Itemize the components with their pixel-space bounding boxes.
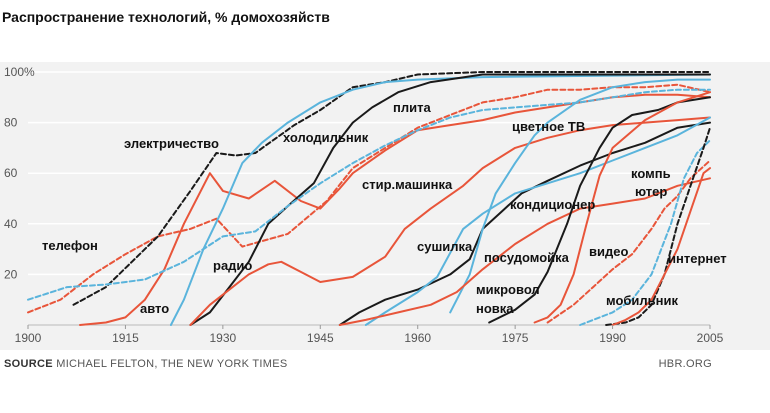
series-line (338, 121, 711, 326)
series-line (364, 116, 711, 326)
source-text: MICHAEL FELTON, THE NEW YORK TIMES (56, 358, 288, 370)
annotation-holod: холодильник (283, 130, 369, 145)
x-tick-label: 1930 (210, 331, 237, 345)
series-line (189, 73, 711, 326)
series-line (546, 159, 711, 324)
annotation-elektr: электричество (124, 136, 219, 151)
x-tick-label: 1945 (307, 331, 334, 345)
annotation-posud: посудомойка (484, 250, 570, 265)
series-lines (27, 71, 711, 326)
series-line (533, 91, 711, 324)
y-tick-label: 60 (4, 166, 18, 180)
annotation-ctv: цветное ТВ (512, 119, 585, 134)
annotation-avto: авто (140, 301, 169, 316)
x-tick-label: 1975 (502, 331, 529, 345)
brand-label: HBR.ORG (658, 358, 712, 370)
chart-title: Распространение технологий, % домохозяйс… (2, 9, 330, 25)
x-tick-label: 1990 (599, 331, 626, 345)
x-tick-label: 1900 (15, 331, 42, 345)
y-tick-label: 20 (4, 267, 18, 281)
axis-ticks: 20 40 60 80 100% 1900 1915 1930 1945 1960 1975 1990… (4, 65, 724, 345)
annotation-komp1: компь (631, 166, 671, 181)
source-credit: SOURCE MICHAEL FELTON, THE NEW YORK TIME… (4, 358, 288, 370)
series-line (72, 71, 711, 306)
annotation-plita: плита (393, 100, 431, 115)
y-tick-label: 80 (4, 116, 18, 130)
series-line (189, 116, 711, 326)
annotation-telefon: телефон (42, 238, 98, 253)
annotation-kond: кондиционер (510, 197, 595, 212)
series-line (27, 88, 711, 301)
series-line (611, 167, 711, 326)
annotation-mikro1: микровол (476, 282, 540, 297)
series-line (449, 78, 711, 314)
series-line (27, 83, 711, 314)
source-prefix: SOURCE (4, 358, 53, 370)
series-line (488, 96, 711, 324)
x-tick-label: 2005 (697, 331, 724, 345)
plot-background (0, 62, 770, 350)
series-line (338, 177, 711, 326)
x-tick-label: 1915 (112, 331, 139, 345)
annotation-stir: стир.машинка (362, 177, 453, 192)
series-annotations: телефон электричество авто радио холодильник… (42, 100, 727, 316)
grid-lines (28, 71, 710, 326)
annotation-mikro2: новка (476, 301, 514, 316)
annotation-radio: радио (213, 258, 252, 273)
annotation-mob: мобильник (606, 293, 679, 308)
x-tick-label: 1960 (404, 331, 431, 345)
y-tick-label: 100% (4, 65, 35, 79)
annotation-komp2: ютер (635, 184, 667, 199)
annotation-video: видео (589, 244, 628, 259)
annotation-inet: интернет (668, 251, 727, 266)
annotation-sush: сушилка (417, 239, 473, 254)
y-tick-label: 40 (4, 217, 18, 231)
series-line (579, 139, 711, 326)
series-line (79, 93, 711, 326)
series-line (169, 73, 711, 326)
